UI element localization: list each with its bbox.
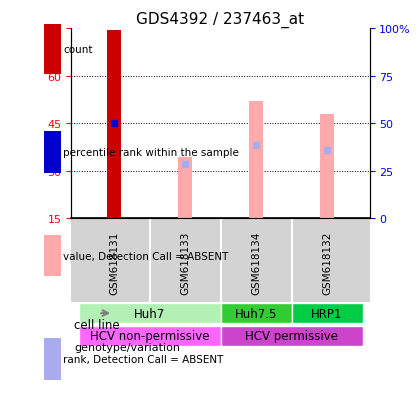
Text: rank, Detection Call = ABSENT: rank, Detection Call = ABSENT <box>63 354 223 364</box>
Text: percentile rank within the sample: percentile rank within the sample <box>63 148 239 158</box>
Bar <box>320 114 334 219</box>
Bar <box>107 31 121 219</box>
FancyBboxPatch shape <box>79 326 220 346</box>
Title: GDS4392 / 237463_at: GDS4392 / 237463_at <box>136 12 304 28</box>
Text: HCV permissive: HCV permissive <box>245 330 338 342</box>
FancyBboxPatch shape <box>79 303 220 323</box>
FancyBboxPatch shape <box>291 303 362 323</box>
Text: Huh7: Huh7 <box>134 307 165 320</box>
Bar <box>178 157 192 219</box>
FancyBboxPatch shape <box>220 326 362 346</box>
Text: count: count <box>63 45 92 55</box>
FancyBboxPatch shape <box>220 303 291 323</box>
Text: GSM618131: GSM618131 <box>109 231 119 294</box>
Text: genotype/variation: genotype/variation <box>74 342 180 352</box>
Text: HRP1: HRP1 <box>311 307 343 320</box>
Text: GSM618134: GSM618134 <box>251 231 261 294</box>
Text: HCV non-permissive: HCV non-permissive <box>90 330 209 342</box>
Text: Huh7.5: Huh7.5 <box>235 307 277 320</box>
Text: GSM618132: GSM618132 <box>322 231 332 294</box>
Bar <box>249 102 263 219</box>
Text: GSM618133: GSM618133 <box>180 231 190 294</box>
Text: value, Detection Call = ABSENT: value, Detection Call = ABSENT <box>63 251 228 261</box>
Text: cell line: cell line <box>74 318 120 331</box>
